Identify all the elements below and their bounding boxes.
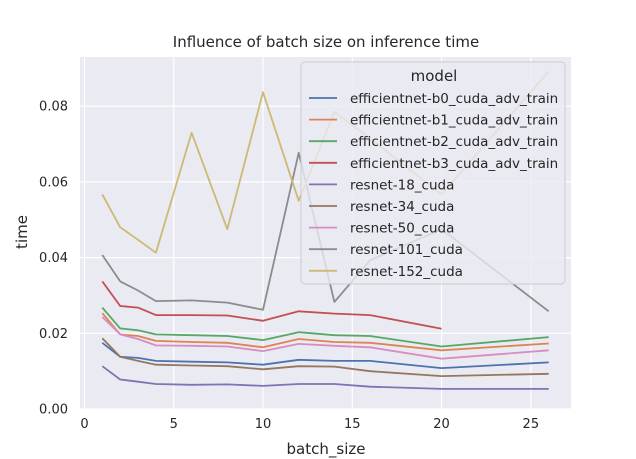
legend-item: resnet-101_cuda (309, 242, 463, 258)
x-tick-label: 5 (170, 417, 178, 432)
series-line (101, 312, 549, 352)
legend: model efficientnet-b0_cuda_adv_traineffi… (300, 61, 566, 285)
x-tick-label: 10 (255, 417, 272, 432)
series-line (101, 342, 549, 370)
legend-box (300, 61, 566, 285)
legend-items: efficientnet-b0_cuda_adv_train efficientn… (309, 91, 558, 280)
legend-label: resnet-50_cuda (350, 221, 454, 237)
y-tick-label: 0.00 (39, 403, 68, 418)
legend-item: efficientnet-b2_cuda_adv_train (309, 134, 558, 150)
tick-labels: 0 5 10 15 20 25 0.00 0.02 0.04 0.06 0.08 (39, 100, 539, 432)
x-tick-label: 25 (523, 417, 540, 432)
y-axis-label: time (13, 215, 31, 249)
y-tick-label: 0.08 (39, 100, 68, 115)
legend-item: resnet-50_cuda (309, 221, 454, 237)
legend-item: efficientnet-b1_cuda_adv_train (309, 113, 558, 129)
legend-item: efficientnet-b0_cuda_adv_train (309, 91, 558, 107)
series-line (101, 337, 549, 378)
x-tick-label: 20 (433, 417, 450, 432)
legend-item: efficientnet-b3_cuda_adv_train (309, 156, 558, 172)
legend-label: efficientnet-b0_cuda_adv_train (350, 91, 558, 107)
x-tick-label: 0 (80, 417, 88, 432)
series-line (101, 365, 549, 390)
legend-label: efficientnet-b3_cuda_adv_train (350, 156, 558, 172)
y-tick-label: 0.06 (39, 175, 68, 190)
series-line (101, 307, 549, 348)
legend-label: resnet-101_cuda (350, 242, 463, 258)
legend-title: model (411, 67, 458, 85)
legend-item: resnet-18_cuda (309, 177, 454, 193)
legend-label: resnet-34_cuda (350, 199, 454, 215)
x-tick-label: 15 (344, 417, 361, 432)
legend-label: resnet-152_cuda (350, 264, 463, 280)
legend-item: resnet-152_cuda (309, 264, 463, 280)
chart-title: Influence of batch size on inference tim… (173, 33, 479, 51)
legend-item: resnet-34_cuda (309, 199, 454, 215)
y-tick-label: 0.04 (39, 251, 68, 266)
y-tick-label: 0.02 (39, 327, 68, 342)
legend-label: resnet-18_cuda (350, 177, 454, 193)
legend-label: efficientnet-b1_cuda_adv_train (350, 113, 558, 129)
series-line (101, 316, 549, 360)
series-line (101, 280, 442, 330)
legend-label: efficientnet-b2_cuda_adv_train (350, 134, 558, 150)
x-axis-label: batch_size (287, 440, 366, 459)
